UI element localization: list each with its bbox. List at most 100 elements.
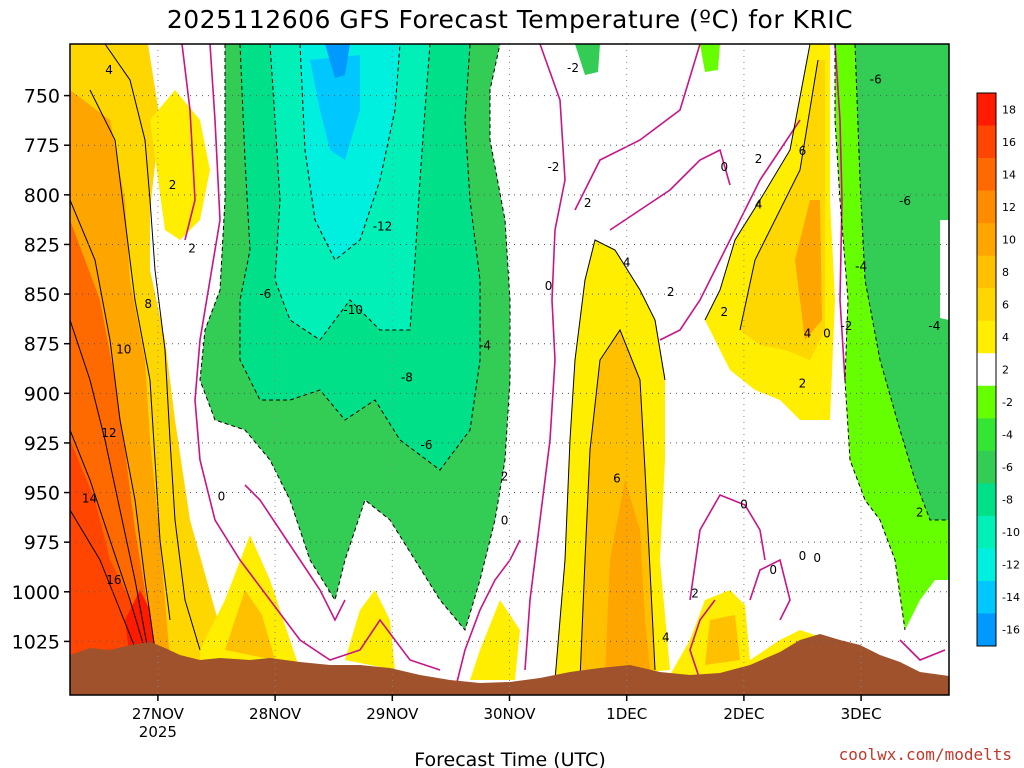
- contour-label: 14: [82, 491, 97, 505]
- colorbar-swatch: [977, 125, 996, 159]
- contour-label: 4: [105, 63, 113, 77]
- y-tick-label: 875: [24, 334, 60, 356]
- cold-band-sky: [310, 55, 360, 160]
- colorbar-label: -14: [1002, 591, 1020, 604]
- contour-label: 2: [916, 505, 924, 519]
- contour-label: 4: [662, 630, 670, 644]
- contour-label: 0: [545, 279, 553, 293]
- y-tick-label: 850: [24, 284, 60, 306]
- colorbar-label: -10: [1002, 526, 1020, 539]
- contour-label: 2: [188, 241, 196, 255]
- contour-label: 0: [218, 489, 226, 503]
- contour-label: 4: [804, 327, 812, 341]
- colorbar-swatch: [977, 158, 996, 192]
- x-tick-label: 30NOV: [483, 705, 536, 723]
- contour-label: -8: [401, 370, 413, 384]
- terrain: [70, 634, 949, 695]
- colorbar-label: -4: [1002, 429, 1013, 442]
- cold-region-3dec-deep: [870, 60, 949, 310]
- colorbar-label: -8: [1002, 494, 1013, 507]
- contour-label: 12: [101, 426, 116, 440]
- colorbar-label: -6: [1002, 461, 1013, 474]
- y-tick-label: 750: [24, 86, 60, 108]
- x-tick-label: 1DEC: [606, 705, 647, 723]
- colorbar-swatch: [977, 223, 996, 257]
- colorbar-border: [976, 92, 997, 647]
- y-tick-label: 1000: [12, 582, 60, 604]
- contour-label: 4: [623, 255, 631, 269]
- y-tick-label: 975: [24, 532, 60, 554]
- colorbar-label: 8: [1002, 266, 1009, 279]
- contour-label: 4: [755, 198, 763, 212]
- contour-label: -6: [259, 287, 271, 301]
- contour-label: -6: [899, 194, 911, 208]
- colorbar-label: 12: [1002, 201, 1016, 214]
- contour-label: 2: [799, 376, 807, 390]
- contour-label: -2: [567, 61, 579, 75]
- colorbar-swatch: [977, 353, 996, 387]
- warm-bottom-2dec-orange: [705, 615, 740, 665]
- contour-label: 0: [740, 497, 748, 511]
- y-tick-label: 950: [24, 483, 60, 505]
- colorbar-swatch: [977, 320, 996, 354]
- colorbar-swatch: [977, 190, 996, 224]
- cold-contours: [199, 44, 949, 632]
- green-blob-top2: [700, 44, 720, 72]
- warm-tongue-1dec-deep: [605, 480, 650, 675]
- contour-labels: 4 2 2 8 10 12 14 16 0 -6 -12 -10 -8 -6 -4 2 0 -2 -2 2 4 2 0 6 4 2…: [82, 61, 940, 645]
- x-tick-label: 2DEC: [723, 705, 764, 723]
- x-tick-label: 27NOV: [132, 705, 185, 723]
- green-blob-top: [575, 44, 600, 75]
- colorbar: 18 16 14 12 10 8 6 4 2 -2 -4 -6 -8 -10 -12 -14 -16: [976, 92, 1020, 647]
- contour-label: -10: [343, 303, 363, 317]
- x-axis-label: Forecast Time (UTC): [414, 749, 605, 768]
- contour-label: 0: [799, 549, 807, 563]
- credit-text[interactable]: coolwx.com/modelts: [839, 745, 1012, 764]
- colorbar-label: 16: [1002, 136, 1016, 149]
- warm-column-2dec-orange: [795, 200, 822, 340]
- x-tick-label: 28NOV: [249, 705, 302, 723]
- freezing-contours: [181, 44, 946, 691]
- contour-label: 2: [721, 305, 729, 319]
- contour-label: 16: [106, 573, 121, 587]
- contour-label: 2: [691, 587, 699, 601]
- y-tick-label: 900: [24, 383, 60, 405]
- contour-label: -4: [479, 339, 491, 353]
- x-tick-label: 29NOV: [366, 705, 419, 723]
- colorbar-label: 6: [1002, 298, 1009, 311]
- colorbar-swatch: [977, 93, 996, 127]
- warm-contours: [70, 44, 819, 681]
- colorbar-swatch: [977, 418, 996, 452]
- colorbar-label: 10: [1002, 233, 1016, 246]
- colorbar-label: 2: [1002, 364, 1009, 377]
- contour-label: -4: [855, 259, 867, 273]
- colorbar-label: -16: [1002, 624, 1020, 637]
- colorbar-label: -2: [1002, 396, 1013, 409]
- contour-label: -6: [420, 438, 432, 452]
- contour-label: 10: [116, 343, 131, 357]
- contour-label: 6: [799, 144, 807, 158]
- colorbar-swatch: [977, 385, 996, 419]
- cold-region-3dec-white-right: [940, 220, 949, 320]
- y-tick-label: 800: [24, 185, 60, 207]
- contour-label: 0: [721, 160, 729, 174]
- colorbar-swatch: [977, 548, 996, 582]
- x-tick-label: 3DEC: [841, 705, 882, 723]
- colorbar-swatch: [977, 450, 996, 484]
- x-tick-sublabel: 2025: [139, 723, 177, 741]
- contour-label: -2: [547, 160, 559, 174]
- contour-label: 2: [584, 196, 592, 210]
- colorbar-swatch: [977, 288, 996, 322]
- contour-label: -12: [373, 220, 393, 234]
- y-tick-label: 925: [24, 433, 60, 455]
- gridlines: [70, 44, 949, 695]
- colorbar-label: 4: [1002, 331, 1009, 344]
- contour-label: -2: [840, 319, 852, 333]
- colorbar-swatch: [977, 483, 996, 517]
- colorbar-swatch: [977, 580, 996, 614]
- warm-bottom-28nov-orange: [225, 590, 275, 660]
- cold-band-blue: [325, 44, 350, 78]
- plot-area: 4 2 2 8 10 12 14 16 0 -6 -12 -10 -8 -6 -4 2 0 -2 -2 2 4 2 0 6 4 2…: [70, 44, 949, 695]
